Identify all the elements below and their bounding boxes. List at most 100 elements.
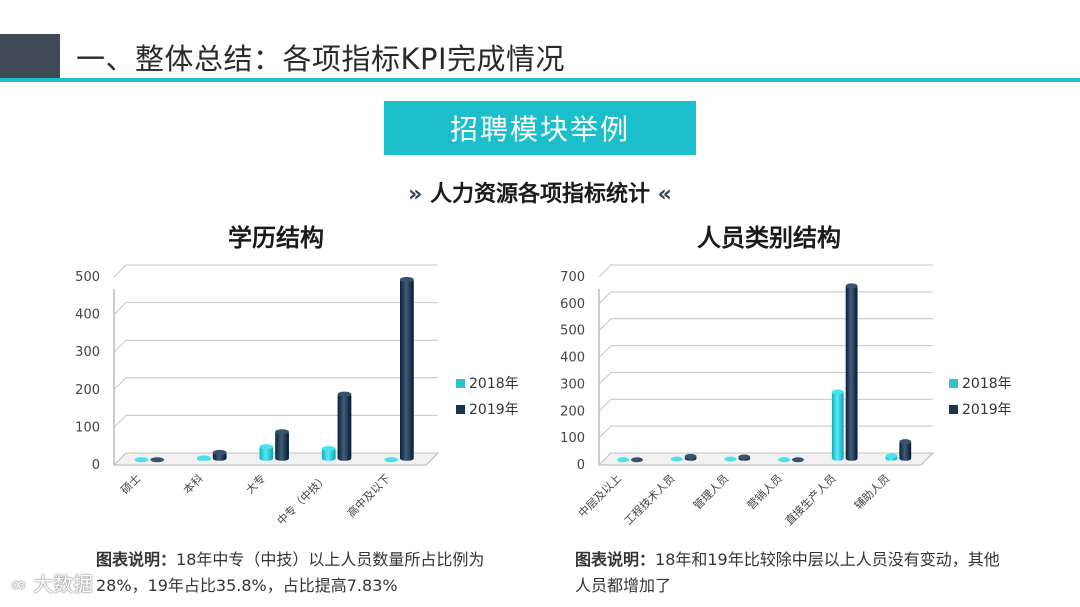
y-tick-label: 600 bbox=[560, 297, 585, 312]
bar-cap bbox=[197, 455, 211, 461]
bar-body bbox=[831, 390, 844, 461]
bar-2018 bbox=[617, 457, 630, 463]
bar-cap bbox=[899, 439, 912, 445]
bar-2019 bbox=[631, 457, 643, 463]
legend-swatch-2018 bbox=[949, 379, 958, 388]
bar-2018 bbox=[134, 457, 149, 463]
x-category-label: 辅助人员 bbox=[851, 471, 892, 512]
x-category-label: 大专 bbox=[243, 471, 268, 496]
grid-line bbox=[598, 264, 933, 278]
bar-cap bbox=[631, 457, 643, 463]
section-title: 人力资源各项指标统计 bbox=[429, 182, 650, 207]
page-title: 一、整体总结：各项指标KPI完成情况 bbox=[76, 42, 566, 76]
bar-cap bbox=[617, 457, 630, 463]
chevron-right-double-icon: » bbox=[408, 182, 423, 207]
bar-2019 bbox=[792, 457, 804, 463]
bar-2019 bbox=[845, 283, 858, 461]
header-divider bbox=[0, 78, 1080, 82]
bar-body bbox=[275, 430, 289, 461]
y-tick-label: 100 bbox=[560, 431, 585, 446]
bar-cap bbox=[384, 457, 398, 463]
y-tick-label: 400 bbox=[560, 351, 585, 366]
y-tick-label: 0 bbox=[577, 458, 585, 473]
grid-line bbox=[598, 291, 933, 305]
grid-line bbox=[113, 339, 438, 353]
left-caption-label: 图表说明： bbox=[96, 550, 177, 569]
x-category-label: 本科 bbox=[180, 471, 205, 496]
bar-cap bbox=[684, 453, 697, 459]
y-tick-label: 100 bbox=[75, 420, 100, 435]
bar-2018 bbox=[778, 457, 791, 463]
category-chart-title: 人员类别结构 bbox=[697, 224, 841, 252]
bar-cap bbox=[738, 454, 751, 460]
y-tick-label: 300 bbox=[560, 377, 585, 392]
bar-body bbox=[321, 447, 336, 461]
grid-line bbox=[113, 264, 438, 278]
watermark-logo-icon: ∞ bbox=[10, 572, 34, 596]
y-tick-label: 0 bbox=[92, 458, 100, 473]
bar-cap bbox=[321, 446, 336, 452]
bar-2018 bbox=[321, 446, 336, 461]
y-tick-label: 200 bbox=[560, 404, 585, 419]
x-category-label: 营销人员 bbox=[744, 471, 785, 512]
right-caption-text: 18年和19年比较除中层以上人员没有变动，其他人员都增加了 bbox=[575, 550, 1000, 595]
bar-2019 bbox=[150, 457, 165, 463]
chevron-left-double-icon: « bbox=[657, 182, 672, 207]
grid-line bbox=[598, 398, 933, 412]
bar-body bbox=[899, 440, 912, 461]
bar-2019 bbox=[275, 429, 289, 461]
bar-cap bbox=[792, 457, 804, 463]
bar-cap bbox=[778, 457, 791, 463]
bar-body bbox=[337, 393, 352, 461]
grid-line bbox=[113, 377, 438, 391]
grid-line bbox=[598, 452, 933, 466]
legend-swatch-2019 bbox=[949, 405, 958, 414]
x-category-label: 直接生产人员 bbox=[782, 471, 839, 528]
bar-2019 bbox=[738, 454, 751, 461]
x-category-label: 工程技术人员 bbox=[622, 472, 678, 528]
grid-line bbox=[598, 371, 933, 385]
left-caption: 图表说明：18年中专（中技）以上人员数量所占比例为28%，19年占比35.8%，… bbox=[96, 547, 516, 599]
bar-body bbox=[845, 284, 858, 461]
bar-2018 bbox=[885, 453, 898, 461]
y-tick-label: 300 bbox=[75, 345, 100, 360]
x-category-label: 中专（中技） bbox=[274, 471, 331, 528]
legend-label-2019: 2019年 bbox=[469, 402, 519, 418]
bar-2018 bbox=[197, 455, 211, 461]
bar-2018 bbox=[259, 444, 274, 461]
y-tick-label: 500 bbox=[560, 324, 585, 339]
left-caption-text: 18年中专（中技）以上人员数量所占比例为28%，19年占比35.8%，占比提高7… bbox=[96, 550, 485, 595]
bar-cap bbox=[259, 444, 274, 450]
bar-body bbox=[400, 278, 414, 461]
education-bar-chart: 0 100 200 300 400 500 硕士 本科 大专 中专（中技） 高中及以下 2018年 20… bbox=[75, 264, 519, 528]
bar-2019 bbox=[684, 453, 697, 461]
grid-line bbox=[113, 414, 438, 428]
grid-line bbox=[598, 318, 933, 332]
x-category-label: 管理人员 bbox=[690, 471, 731, 512]
bar-2019 bbox=[212, 449, 227, 461]
legend-label-2018: 2018年 bbox=[469, 376, 519, 392]
right-caption: 图表说明：18年和19年比较除中层以上人员没有变动，其他人员都增加了 bbox=[575, 547, 1005, 599]
y-tick-label: 700 bbox=[560, 270, 585, 285]
bar-cap bbox=[670, 456, 683, 462]
legend-label-2018: 2018年 bbox=[962, 376, 1012, 392]
legend-label-2019: 2019年 bbox=[962, 402, 1012, 418]
y-tick-label: 500 bbox=[75, 270, 100, 285]
header-accent-block bbox=[0, 34, 60, 78]
y-tick-label: 200 bbox=[75, 383, 100, 398]
bar-cap bbox=[337, 391, 352, 397]
bar-2018 bbox=[384, 457, 398, 463]
x-category-label: 中层及以上 bbox=[576, 472, 624, 520]
bar-cap bbox=[724, 456, 737, 462]
bar-cap bbox=[275, 429, 289, 435]
bar-cap bbox=[212, 449, 227, 455]
bar-2018 bbox=[724, 456, 737, 462]
bar-2019 bbox=[400, 276, 414, 461]
grid-line bbox=[113, 302, 438, 315]
bar-2018 bbox=[670, 456, 683, 462]
watermark-text: 大数据 bbox=[33, 572, 94, 596]
grid-line bbox=[598, 425, 933, 439]
bar-cap bbox=[831, 389, 844, 395]
x-category-label: 高中及以下 bbox=[344, 471, 393, 520]
